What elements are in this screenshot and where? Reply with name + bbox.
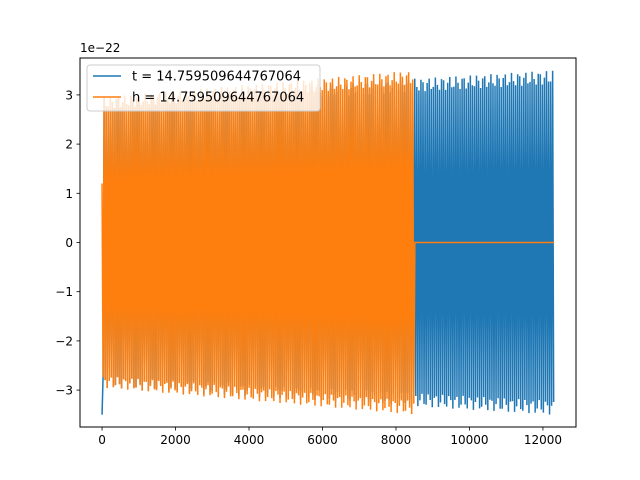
- series-line-h: [101, 72, 554, 415]
- x-tick-label: 4000: [234, 433, 265, 447]
- legend: t = 14.759509644767064 h = 14.7595096447…: [86, 64, 321, 112]
- y-tick-label: 1: [65, 187, 73, 201]
- x-tick-label: 8000: [381, 433, 412, 447]
- legend-label-t: t = 14.759509644767064: [132, 70, 301, 85]
- x-tick-label: 10000: [450, 433, 488, 447]
- legend-box: [86, 64, 321, 112]
- y-offset-label: 1e−22: [80, 41, 120, 55]
- series-layer: [101, 70, 555, 415]
- y-axis: −3 −2 −1 0 1 2 3: [55, 88, 80, 398]
- y-tick-label: −2: [55, 334, 73, 348]
- y-tick-label: −3: [55, 384, 73, 398]
- x-tick-label: 12000: [524, 433, 562, 447]
- x-axis: 0 2000 4000 6000 8000 10000 12000: [98, 427, 562, 447]
- y-tick-label: 2: [65, 138, 73, 152]
- y-tick-label: −1: [55, 285, 73, 299]
- x-tick-label: 6000: [307, 433, 338, 447]
- x-tick-label: 2000: [160, 433, 191, 447]
- y-tick-label: 3: [65, 88, 73, 102]
- x-tick-label: 0: [98, 433, 106, 447]
- legend-label-h: h = 14.759509644767064: [132, 91, 304, 106]
- y-tick-label: 0: [65, 236, 73, 250]
